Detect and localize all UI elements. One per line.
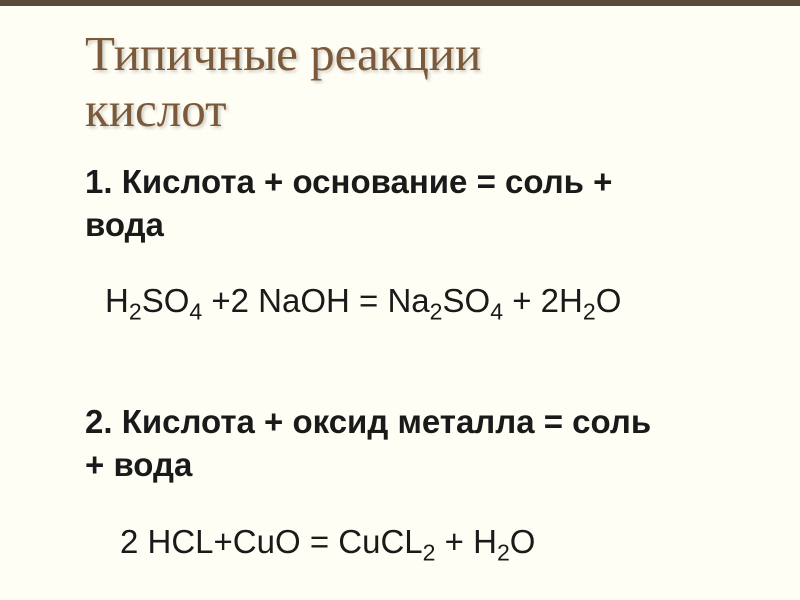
title-line-1: Типичные реакции [85, 26, 481, 81]
f2p3: O [510, 523, 536, 560]
item1-text-line1: 1. Кислота + основание = соль + [85, 163, 612, 200]
title-line-2: кислот [85, 82, 227, 137]
f1s3: 2 [430, 299, 443, 325]
f2s1: 2 [423, 540, 436, 566]
chemical-formula-2: 2 HCL+CuO = CuCL2 + H2O [120, 521, 750, 564]
f1s4: 4 [490, 299, 503, 325]
f1s5: 2 [583, 299, 596, 325]
f1s1: 2 [129, 299, 142, 325]
f2s2: 2 [497, 540, 510, 566]
spacer [85, 493, 750, 521]
item1-text-line2: вода [85, 206, 164, 243]
f1p4: SO [443, 282, 491, 319]
reaction-item-1: 1. Кислота + основание = соль + вода [85, 161, 750, 247]
f1p5: + 2H [503, 282, 583, 319]
f2p2: + H [435, 523, 496, 560]
item2-text-line2: + вода [85, 446, 192, 483]
f1p6: O [596, 282, 622, 319]
f1p3: +2 NaOH = Na [202, 282, 429, 319]
slide-title: Типичные реакции кислот [85, 26, 750, 139]
f2p1: 2 HCL+CuO = CuCL [120, 523, 423, 560]
spacer [85, 252, 750, 280]
f1p2: SO [142, 282, 190, 319]
chemical-formula-1: H2SO4 +2 NaOH = Na2SO4 + 2H2O [105, 280, 750, 323]
spacer [85, 323, 750, 401]
reaction-item-2: 2. Кислота + оксид металла = соль + вода [85, 401, 750, 487]
f1p1: H [105, 282, 129, 319]
slide-container: Типичные реакции кислот 1. Кислота + осн… [0, 0, 800, 600]
item2-text-line1: 2. Кислота + оксид металла = соль [85, 403, 651, 440]
f1s2: 4 [189, 299, 202, 325]
